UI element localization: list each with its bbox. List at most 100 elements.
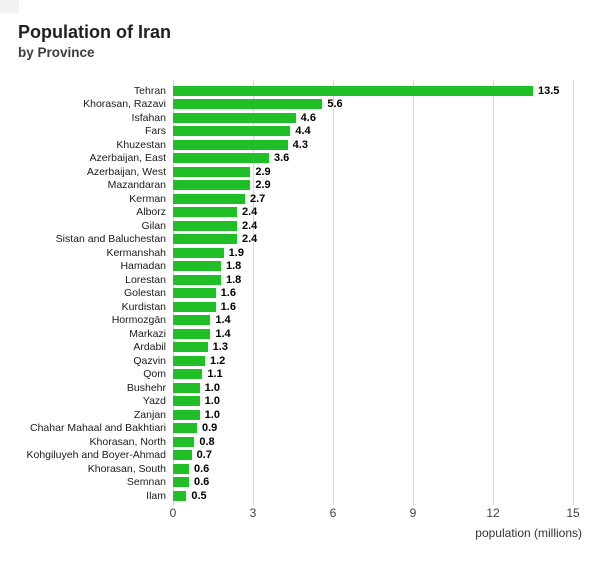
province-label: Golestan xyxy=(123,287,166,299)
bar-row: Bushehr 1.0 xyxy=(0,381,605,395)
bar-row: Semnan 0.6 xyxy=(0,476,605,490)
population-bar xyxy=(173,463,189,474)
bar-row: Kurdistan 1.6 xyxy=(0,300,605,314)
value-label: 1.4 xyxy=(215,314,231,327)
bar-wrap: 1.8 xyxy=(173,260,242,273)
chart-subtitle: by Province xyxy=(18,45,95,60)
value-label: 4.3 xyxy=(292,138,308,151)
province-label: Sistan and Baluchestan xyxy=(55,233,166,245)
value-label: 1.0 xyxy=(204,381,220,394)
province-label: Gilan xyxy=(141,219,166,232)
bar-wrap: 5.6 xyxy=(173,99,343,110)
province-label: Qazvin xyxy=(133,354,166,367)
province-label: Bushehr xyxy=(126,381,166,394)
population-bar xyxy=(173,85,533,96)
province-label: Khorasan, Razavi xyxy=(83,98,166,110)
x-tick-label: 15 xyxy=(566,506,580,520)
province-label: Hormozgān xyxy=(111,314,166,326)
population-bar xyxy=(173,409,200,420)
value-label: 2.7 xyxy=(250,192,266,205)
value-label: 0.6 xyxy=(194,462,210,475)
bar-wrap: 2.4 xyxy=(173,234,257,245)
bar-row: Zanjan 1.0 xyxy=(0,408,605,422)
population-bar xyxy=(173,423,197,434)
population-bar xyxy=(173,450,192,461)
province-label: Markazi xyxy=(129,327,166,340)
population-bar xyxy=(173,490,187,501)
bar-row: Kerman 2.7 xyxy=(0,192,605,206)
value-label: 0.8 xyxy=(199,435,215,448)
bar-wrap: 2.4 xyxy=(173,219,258,232)
bar-row: Isfahan 4.6 xyxy=(0,111,605,125)
province-label: Qom xyxy=(143,368,166,380)
bar-wrap: 1.6 xyxy=(173,288,236,299)
bar-row: Khuzestan 4.3 xyxy=(0,138,605,152)
province-label: Khorasan, North xyxy=(89,435,166,448)
province-label: Kohgiluyeh and Boyer-Ahmad xyxy=(26,449,166,461)
value-label: 4.4 xyxy=(295,125,311,138)
value-label: 1.8 xyxy=(226,273,242,286)
population-bar xyxy=(173,180,251,191)
value-label: 2.9 xyxy=(255,179,271,192)
value-label: 1.0 xyxy=(204,408,220,421)
value-label: 1.4 xyxy=(215,327,231,340)
bar-wrap: 0.5 xyxy=(173,490,207,501)
bar-row: Qazvin 1.2 xyxy=(0,354,605,368)
population-bar xyxy=(173,342,208,353)
population-bar xyxy=(173,382,200,393)
province-label: Hamadan xyxy=(120,260,166,272)
population-bar xyxy=(173,220,237,231)
value-label: 13.5 xyxy=(538,84,560,97)
value-label: 0.6 xyxy=(194,476,210,489)
x-tick-label: 12 xyxy=(486,506,500,520)
bar-wrap: 2.9 xyxy=(173,179,271,192)
bar-wrap: 1.4 xyxy=(173,327,231,340)
value-label: 1.8 xyxy=(226,260,242,273)
population-bar xyxy=(173,126,291,137)
bar-wrap: 3.6 xyxy=(173,153,289,164)
province-label: Fars xyxy=(145,125,166,137)
bar-wrap: 1.3 xyxy=(173,342,228,353)
value-label: 1.1 xyxy=(207,368,223,381)
population-bar xyxy=(173,193,245,204)
bar-wrap: 2.4 xyxy=(173,207,257,218)
province-label: Mazandaran xyxy=(107,179,166,191)
gridline xyxy=(253,80,254,505)
bar-row: Qom 1.1 xyxy=(0,368,605,382)
bar-row: Chahar Mahaal and Bakhtiari 0.9 xyxy=(0,422,605,436)
bar-row: Kohgiluyeh and Boyer-Ahmad 0.7 xyxy=(0,449,605,463)
population-bar xyxy=(173,207,237,218)
population-bar xyxy=(173,477,189,488)
bar-row: Lorestan 1.8 xyxy=(0,273,605,287)
bar-wrap: 1.1 xyxy=(173,368,223,381)
province-label: Ardabil xyxy=(133,341,166,353)
province-label: Semnan xyxy=(126,476,166,488)
value-label: 1.6 xyxy=(220,300,236,313)
province-label: Alborz xyxy=(136,206,166,218)
bar-wrap: 4.4 xyxy=(173,125,311,138)
bar-wrap: 0.8 xyxy=(173,435,215,448)
bar-row: Khorasan, South 0.6 xyxy=(0,462,605,476)
gridline xyxy=(573,80,574,505)
x-tick-label: 0 xyxy=(169,506,177,520)
bar-row: Ardabil 1.3 xyxy=(0,341,605,355)
bar-wrap: 13.5 xyxy=(173,84,560,97)
bar-wrap: 1.4 xyxy=(173,314,231,327)
corner-artifact xyxy=(0,0,19,13)
bar-row: Tehran 13.5 xyxy=(0,84,605,98)
bar-wrap: 1.9 xyxy=(173,247,244,258)
population-bar xyxy=(173,288,216,299)
bar-wrap: 1.8 xyxy=(173,273,242,286)
province-label: Azerbaijan, East xyxy=(89,152,166,164)
province-label: Tehran xyxy=(133,84,166,97)
value-label: 0.7 xyxy=(196,449,212,462)
province-label: Zanjan xyxy=(133,408,166,421)
province-label: Khorasan, South xyxy=(87,462,166,475)
bar-row: Golestan 1.6 xyxy=(0,287,605,301)
bar-row: Fars 4.4 xyxy=(0,125,605,139)
province-label: Kermanshah xyxy=(106,246,166,259)
bar-row: Azerbaijan, West 2.9 xyxy=(0,165,605,179)
population-bar xyxy=(173,301,216,312)
province-label: Azerbaijan, West xyxy=(86,165,166,178)
value-label: 2.4 xyxy=(242,219,258,232)
